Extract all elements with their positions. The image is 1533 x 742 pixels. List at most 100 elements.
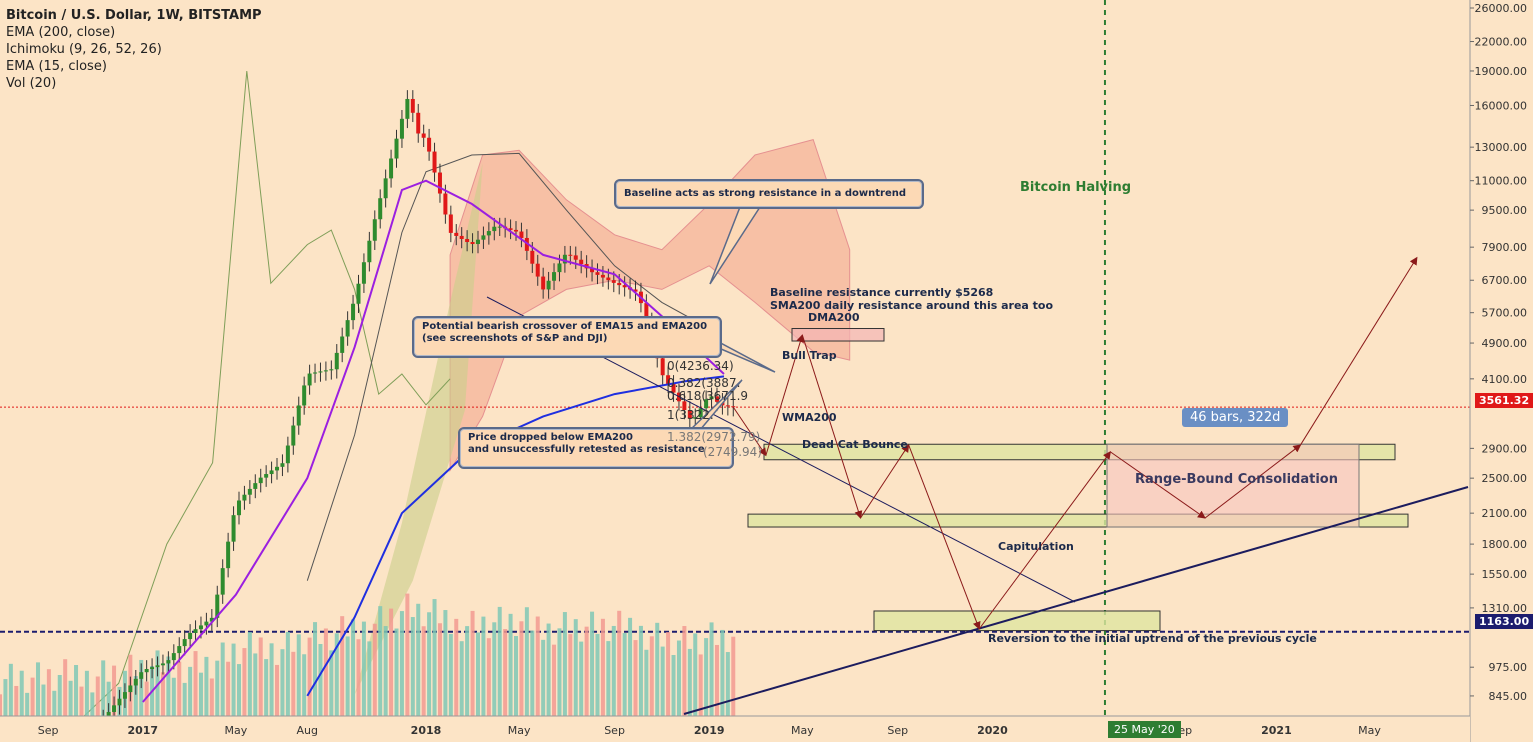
volume-bar [215,660,220,716]
candle-up [693,417,698,419]
candle-up [231,515,236,542]
volume-bar [530,630,535,716]
candle-down [427,137,432,152]
volume-bar [562,612,567,716]
candle-down [600,274,605,278]
volume-bar [247,632,252,716]
time-tick-label: Sep [38,724,59,737]
volume-bar [367,641,372,716]
volume-bar [416,603,421,716]
capitulation-label: Capitulation [998,540,1074,553]
volume-bar [427,612,432,716]
volume-bar [644,649,649,716]
price-tick-label: 4900.00 [1482,337,1528,350]
projection-arrow [801,334,863,519]
volume-bar [182,682,187,716]
volume-bar [622,633,627,716]
candle-down [617,282,622,286]
candle-up [215,594,220,618]
baseline-callout: Baseline acts as strong resistance in a … [614,179,924,209]
volume-bar [617,610,622,716]
volume-bar [171,677,176,716]
volume-bar [638,625,643,716]
volume-bar [497,606,502,716]
candle-up [546,280,551,290]
candle-down [644,303,649,322]
candle-down [622,285,627,288]
time-tick-label: May [225,724,248,737]
capitulation-zone [873,610,1161,632]
candle-up [394,138,399,159]
time-tick-label: 2017 [127,724,158,737]
bull-trap-label: Bull Trap [782,349,837,362]
candle-down [454,232,459,236]
volume-bar [508,613,513,716]
price-tick-label: 1550.00 [1482,568,1528,581]
candle-down [519,231,524,238]
volume-bar [323,628,328,716]
volume-bar [204,656,209,716]
time-tick-label: May [1358,724,1381,737]
legend-ema200: EMA (200, close) [6,25,116,40]
candle-down [448,214,453,233]
baseline-line [306,152,710,581]
candle-up [709,396,714,400]
volume-bar [437,623,442,716]
price-tick-label: 1310.00 [1482,602,1528,615]
volume-bar [296,634,301,716]
candle-up [486,231,491,236]
price-tick-label: 2900.00 [1482,442,1528,455]
candle-down [465,238,470,243]
volume-bar [399,611,404,716]
candle-up [334,352,339,370]
current-price-tag: 3561.32 [1475,393,1533,408]
time-tick-label: 2019 [694,724,725,737]
volume-bar [90,692,95,716]
candle-down [573,255,578,260]
candle-up [226,541,231,569]
halving-date-tag: 25 May '20 [1108,721,1181,738]
volume-bar [30,677,35,716]
volume-bar [459,641,464,716]
volume-bar [133,676,138,716]
candle-up [280,463,285,467]
time-tick-label: Sep [604,724,625,737]
candle-up [318,371,323,373]
candle-down [725,405,730,407]
projection-arrow [1110,451,1206,519]
volume-bar [220,642,225,716]
candle-up [372,219,377,241]
volume-bar [79,686,84,716]
volume-bar [628,617,633,716]
volume-bar [421,626,426,716]
long-term-uptrend-line [683,486,1469,715]
candle-up [264,474,269,478]
candle-up [275,466,280,471]
volume-bar [329,650,334,716]
volume-bar [666,632,671,716]
volume-bar [676,640,681,716]
candle-down [682,401,687,411]
candle-up [552,272,557,281]
price-tick-label: 19000.00 [1475,65,1528,78]
volume-bar [269,643,274,716]
crossover-callout: Potential bearish crossover of EMA15 and… [412,316,722,358]
candle-up [399,118,404,139]
volume-bar [177,661,182,716]
volume-bar [302,654,307,716]
volume-bar [46,669,51,716]
projection-arrow [1300,256,1418,446]
volume-bar [693,633,698,716]
candle-up [128,685,133,693]
volume-bar [633,640,638,716]
candle-down [470,242,475,245]
candle-up [291,425,296,446]
volume-bar [486,638,491,716]
candle-up [383,178,388,199]
volume-bar [372,623,377,716]
volume-bar [492,622,497,716]
volume-bar [709,622,714,716]
volume-bar [264,659,269,716]
candle-up [497,226,502,228]
